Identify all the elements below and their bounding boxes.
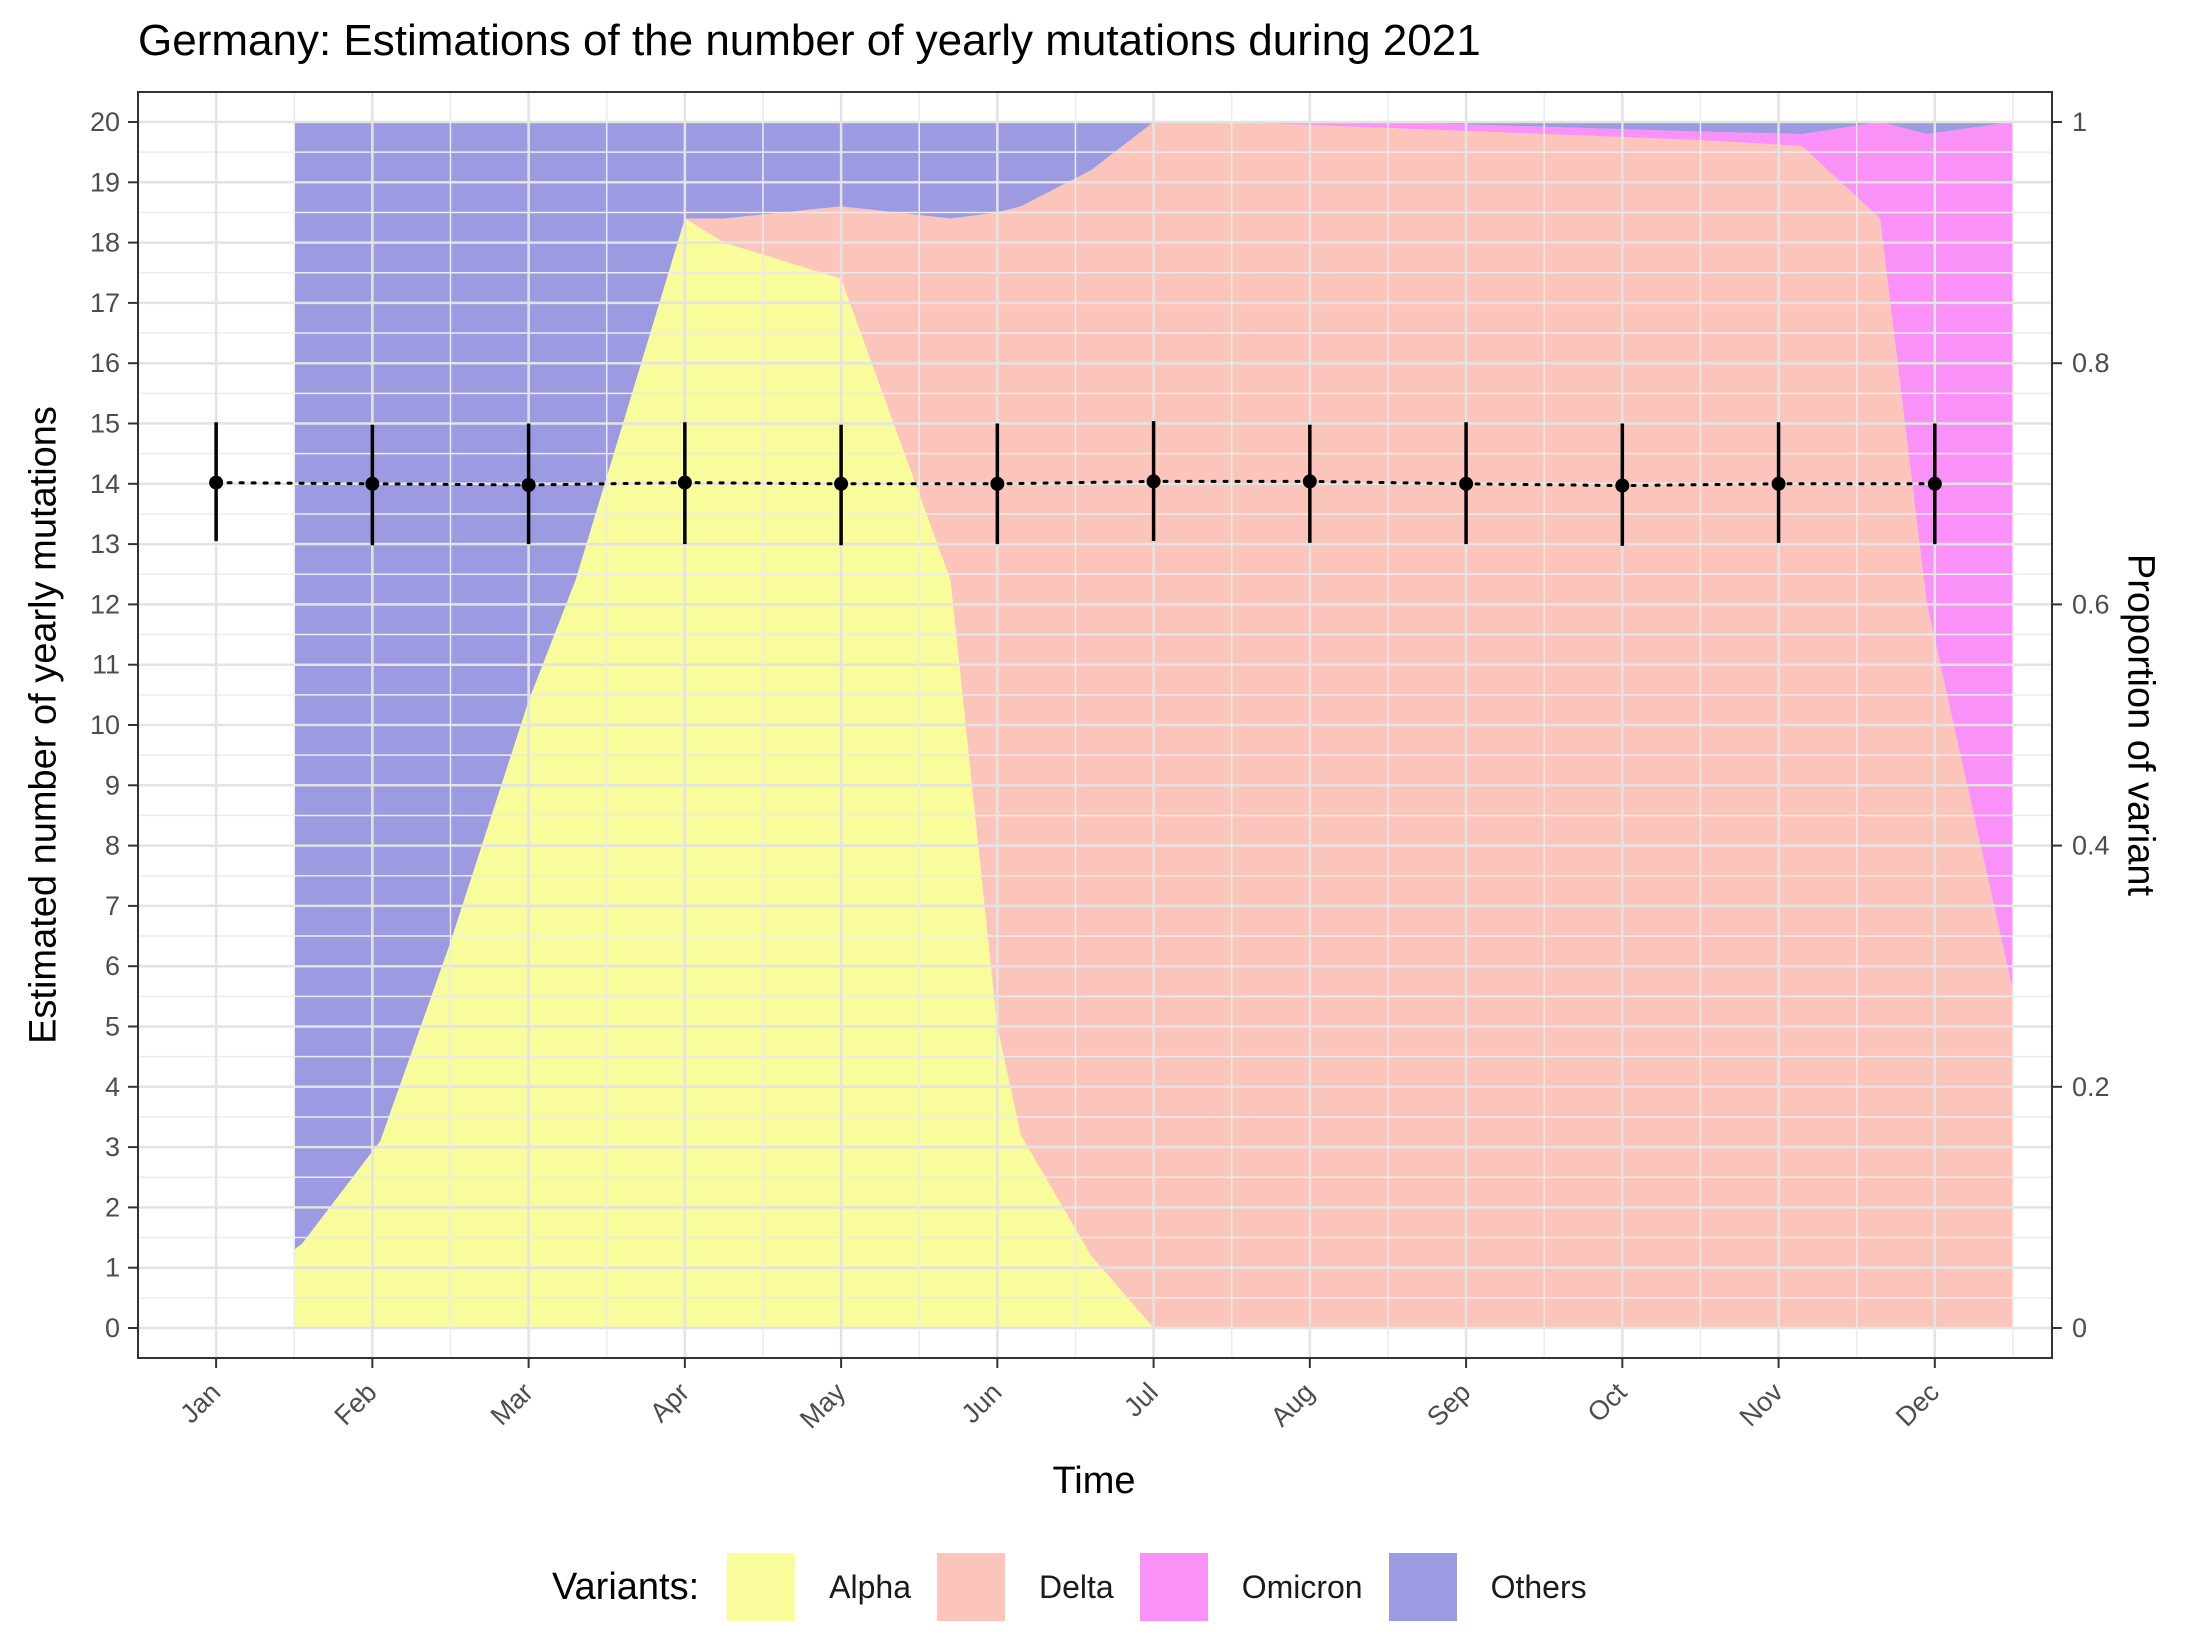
y-tick-label-2: 2 [105,1192,120,1222]
y-right-tick-label-0.8: 0.8 [2072,348,2110,378]
area-others [294,122,2013,1250]
point-apr [677,475,692,490]
legend-label-omicron: Omicron [1241,1568,1363,1605]
y-right-tick-label-0.6: 0.6 [2072,589,2110,619]
y-tick-label-13: 13 [90,529,120,559]
point-nov [1771,476,1786,491]
point-oct [1615,478,1630,493]
x-tick-label-nov: Nov [1734,1377,1790,1433]
y-tick-label-16: 16 [90,348,120,378]
x-tick-label-mar: Mar [485,1377,539,1431]
y-axis-right-label: Proportion of variant [2119,553,2162,897]
x-tick-label-sep: Sep [1421,1377,1476,1432]
x-tick-label-aug: Aug [1265,1377,1320,1432]
y-right-tick-label-0.2: 0.2 [2072,1072,2110,1102]
y-tick-label-1: 1 [105,1253,120,1283]
y-right-tick-label-0.4: 0.4 [2072,831,2110,861]
y-tick-label-15: 15 [90,409,120,439]
x-tick-label-oct: Oct [1582,1377,1633,1428]
area-alpha [294,218,2013,1328]
point-mar [521,478,536,493]
grid-lines [137,92,2052,1358]
y-tick-label-14: 14 [90,469,120,499]
x-tick-label-feb: Feb [328,1377,382,1431]
legend-label-delta: Delta [1038,1568,1114,1605]
legend-key-others [1388,1553,1457,1621]
y-tick-label-17: 17 [90,288,120,318]
y-right-tick-label-1: 1 [2072,107,2087,137]
y-tick-label-3: 3 [105,1132,120,1162]
y-tick-label-10: 10 [90,710,120,740]
x-tick-label-apr: Apr [644,1377,695,1428]
x-tick-label-dec: Dec [1890,1377,1945,1432]
point-dec [1927,476,1942,491]
y-tick-label-4: 4 [105,1072,120,1102]
y-tick-label-9: 9 [105,770,120,800]
chart-title: Germany: Estimations of the number of ye… [138,16,1481,65]
y-tick-label-18: 18 [90,228,120,258]
y-tick-label-8: 8 [105,831,120,861]
y-tick-label-7: 7 [105,891,120,921]
legend-key-alpha [727,1553,796,1621]
y-tick-label-11: 11 [92,650,120,680]
point-jan [209,475,224,490]
series-line [214,479,1937,488]
x-tick-label-jan: Jan [174,1377,226,1429]
point-aug [1302,474,1317,489]
legend-label-alpha: Alpha [829,1568,911,1605]
legend-item-others: Others [1388,1553,1587,1621]
y-tick-label-0: 0 [105,1313,120,1343]
legend-label-others: Others [1490,1568,1587,1605]
legend-item-delta: Delta [936,1553,1114,1621]
y-tick-label-20: 20 [90,107,120,137]
y-tick-label-6: 6 [105,951,120,981]
y-tick-label-5: 5 [105,1012,120,1042]
x-tick-label-jul: Jul [1118,1377,1164,1423]
x-tick-label-jun: Jun [956,1377,1008,1429]
legend-title: Variants: [552,1565,700,1608]
x-axis-label: Time [1052,1460,1136,1502]
point-jun [990,476,1005,491]
point-feb [365,476,380,491]
y-right-tick-label-0: 0 [2072,1313,2087,1343]
point-jul [1146,474,1161,489]
mutation-estimates [209,421,1942,546]
legend: Variants: Alpha Delta Omicron Others [552,1552,1613,1622]
y-tick-label-12: 12 [90,589,120,619]
legend-item-alpha: Alpha [727,1553,911,1621]
y-axis-label: Estimated number of yearly mutations [22,406,65,1044]
legend-key-delta [936,1553,1005,1621]
point-sep [1459,476,1474,491]
legend-key-omicron [1139,1553,1208,1621]
point-may [834,476,849,491]
x-tick-label-may: May [794,1377,852,1435]
y-tick-label-19: 19 [90,167,120,197]
legend-item-omicron: Omicron [1139,1553,1363,1621]
